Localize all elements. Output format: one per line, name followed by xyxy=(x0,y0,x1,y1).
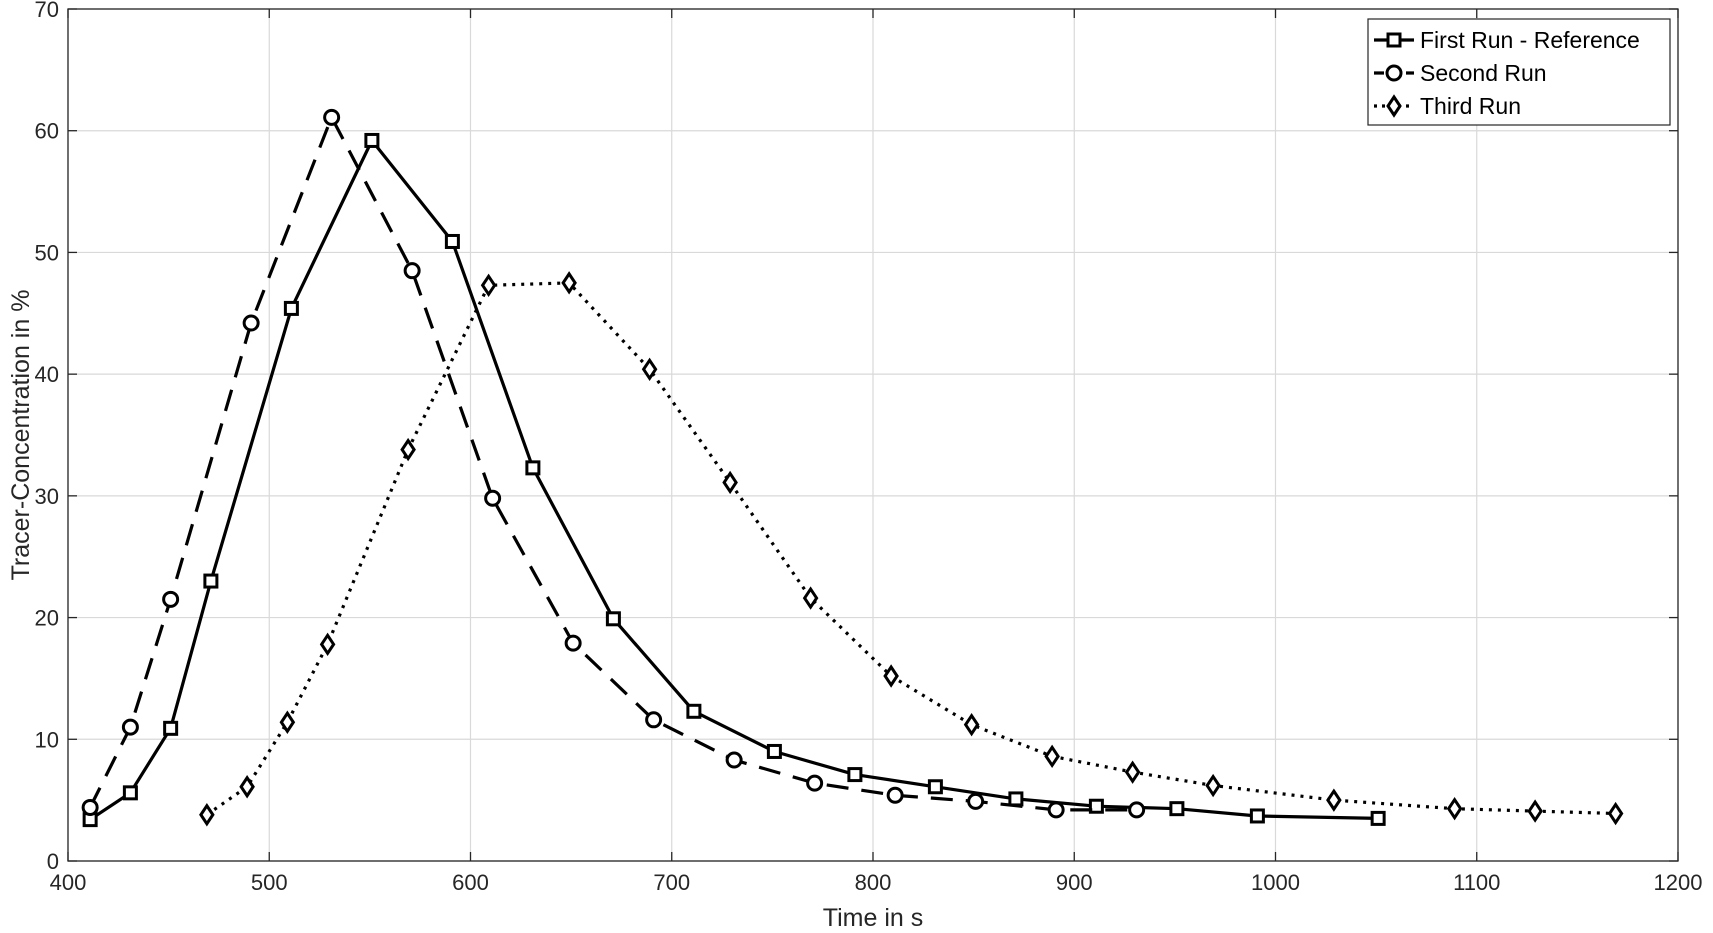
series-line xyxy=(89,138,1379,821)
data-point xyxy=(525,460,541,476)
data-point xyxy=(199,803,215,827)
x-tick-label: 400 xyxy=(50,870,87,895)
data-point xyxy=(1044,744,1060,769)
data-point xyxy=(319,632,336,657)
legend-label: First Run - Reference xyxy=(1420,27,1640,53)
data-point xyxy=(122,785,138,801)
y-axis-label: Tracer-Concentration in % xyxy=(7,290,35,581)
data-point xyxy=(564,634,582,652)
legend-marker xyxy=(1386,32,1402,48)
series-group xyxy=(81,108,1624,828)
data-point xyxy=(242,314,260,332)
y-tick-label: 40 xyxy=(35,362,59,387)
data-point xyxy=(1124,760,1141,784)
data-point xyxy=(1607,801,1624,826)
data-point xyxy=(1446,796,1463,821)
legend-marker xyxy=(1386,94,1402,118)
data-point xyxy=(886,786,904,804)
y-tick-label: 70 xyxy=(35,0,59,22)
data-point xyxy=(400,437,416,462)
series-1 xyxy=(82,132,1386,828)
data-point xyxy=(561,271,577,295)
data-point xyxy=(1370,810,1386,826)
legend-label: Second Run xyxy=(1420,60,1547,86)
y-tick-label: 20 xyxy=(35,606,59,631)
data-point xyxy=(1088,798,1104,814)
data-point xyxy=(1326,788,1342,812)
data-point xyxy=(1008,791,1024,807)
data-point xyxy=(364,132,380,148)
data-point xyxy=(323,108,341,126)
x-tick-label: 900 xyxy=(1056,870,1093,895)
data-point xyxy=(806,774,824,792)
data-point xyxy=(927,779,943,795)
data-point xyxy=(444,233,460,249)
series-3 xyxy=(199,271,1624,827)
x-tick-label: 800 xyxy=(855,870,892,895)
legend-box xyxy=(1367,18,1671,126)
data-point xyxy=(1047,801,1065,819)
data-point xyxy=(239,775,255,799)
y-tick-label: 50 xyxy=(35,240,59,265)
data-point xyxy=(81,798,99,816)
data-point xyxy=(403,262,421,280)
legend: First Run - Reference Second Run Third Run xyxy=(1367,18,1671,126)
data-point xyxy=(283,300,299,316)
data-point xyxy=(1128,801,1146,819)
x-tick-label: 600 xyxy=(452,870,489,895)
series-2 xyxy=(81,108,1146,819)
data-point xyxy=(203,573,219,589)
x-tick-label: 700 xyxy=(653,870,690,895)
legend-item: Third Run xyxy=(1374,93,1521,119)
data-point xyxy=(163,720,179,736)
data-point xyxy=(963,712,980,737)
data-point xyxy=(484,489,502,507)
y-tick-label: 0 xyxy=(47,849,59,874)
data-point xyxy=(645,711,663,729)
x-axis-label: Time in s xyxy=(823,904,923,932)
y-tick-label: 10 xyxy=(35,727,59,752)
data-point xyxy=(121,718,139,736)
x-tick-label: 500 xyxy=(251,870,288,895)
legend-item: First Run - Reference xyxy=(1374,27,1640,53)
data-point xyxy=(641,357,658,381)
data-point xyxy=(802,586,819,610)
data-point xyxy=(686,703,702,719)
data-point xyxy=(162,590,180,608)
legend-label: Third Run xyxy=(1420,93,1521,119)
data-point xyxy=(279,710,296,734)
legend-marker xyxy=(1385,64,1403,82)
x-tick-label: 1200 xyxy=(1654,870,1703,895)
data-point xyxy=(1249,808,1265,824)
data-point xyxy=(480,273,497,297)
data-point xyxy=(1205,773,1221,798)
data-point xyxy=(967,792,985,810)
data-point xyxy=(1169,801,1185,817)
y-tick-label: 60 xyxy=(35,119,59,144)
data-point xyxy=(722,470,738,495)
x-tick-label: 1000 xyxy=(1251,870,1300,895)
data-point xyxy=(883,664,899,688)
data-point xyxy=(847,767,863,783)
data-point xyxy=(605,611,621,627)
y-tick-label: 30 xyxy=(35,484,59,509)
data-point xyxy=(766,743,782,759)
data-point xyxy=(725,751,743,769)
data-point xyxy=(1527,799,1543,823)
axis-ticks: 400 500 600 700 800 900 1000 1100 1200 0 10 20 30 40 5… xyxy=(35,0,1703,895)
legend-item: Second Run xyxy=(1374,60,1547,86)
x-tick-label: 1100 xyxy=(1453,870,1500,895)
